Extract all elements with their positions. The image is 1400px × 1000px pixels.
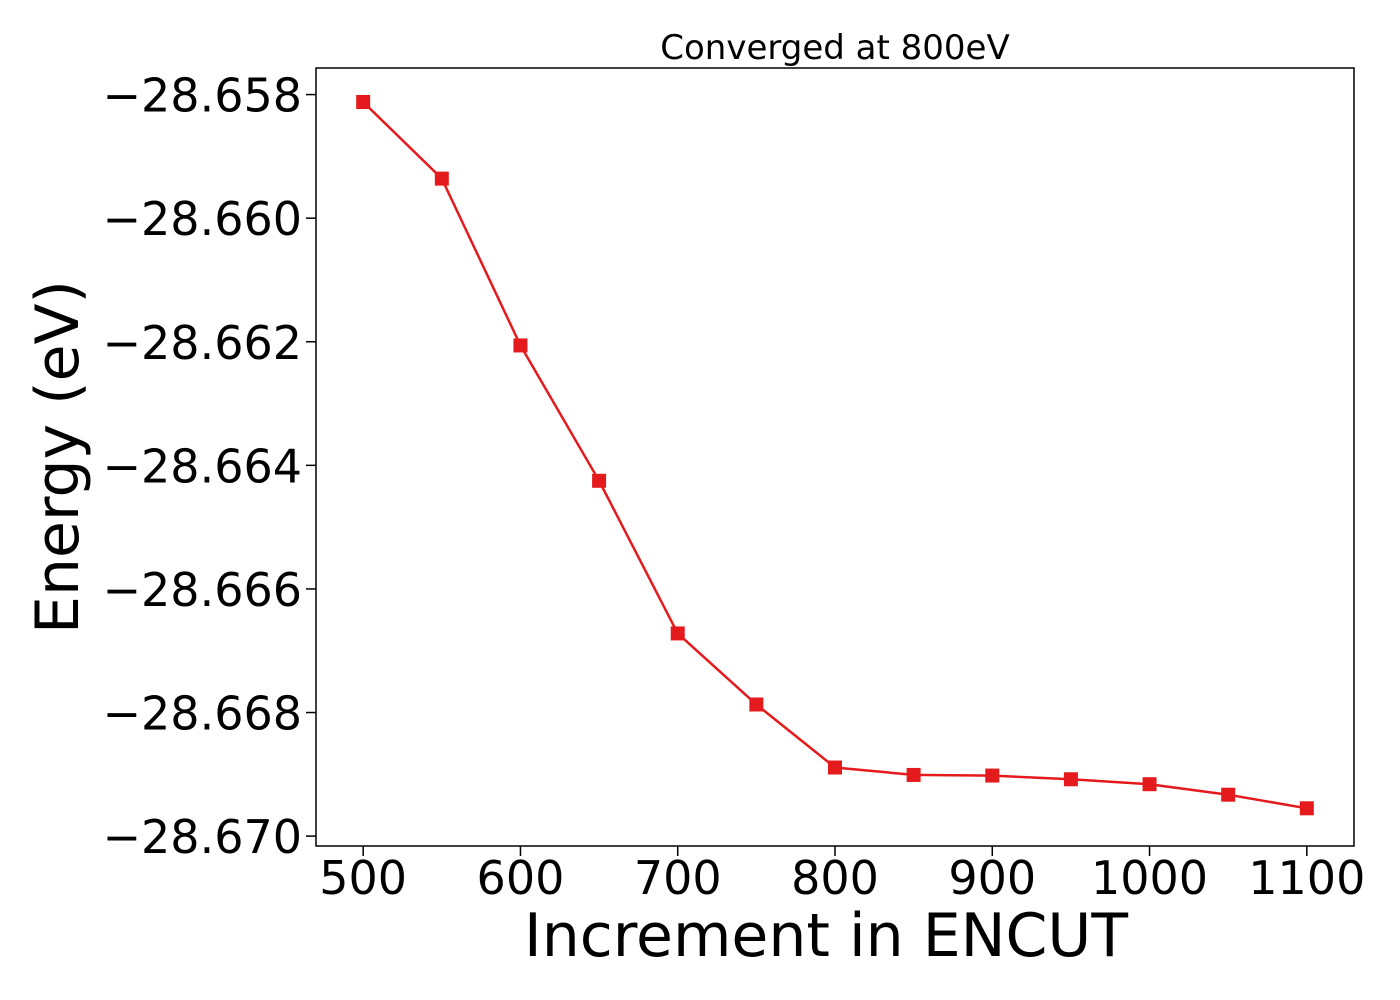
y-tick-label: −28.668: [103, 687, 303, 741]
data-point: [828, 760, 842, 775]
x-tick-label: 700: [634, 851, 722, 905]
chart-title: Converged at 800eV: [660, 28, 1009, 68]
data-point: [985, 768, 1000, 783]
series-layer: [356, 94, 1314, 816]
x-tick-label: 600: [477, 851, 565, 905]
y-tick-label: −28.666: [103, 563, 303, 617]
data-point: [1063, 772, 1078, 787]
data-point: [1299, 801, 1314, 816]
x-tick-label: 1100: [1248, 851, 1365, 905]
y-tick-label: −28.662: [103, 316, 303, 370]
data-point: [1142, 777, 1157, 792]
y-tick-label: −28.660: [103, 192, 303, 246]
y-tick-label: −28.658: [103, 69, 303, 123]
y-axis: −28.658 −28.660 −28.662 −28.664 −28.666 −28.6…: [103, 69, 316, 864]
x-tick-label: 800: [791, 851, 879, 905]
y-tick-label: −28.664: [103, 439, 303, 493]
x-axis-label: Increment in ENCUT: [524, 901, 1128, 971]
data-point: [670, 626, 685, 641]
y-tick-label: −28.670: [103, 810, 303, 864]
data-point: [356, 94, 371, 109]
x-tick-label: 900: [948, 851, 1036, 905]
data-point: [1221, 787, 1236, 802]
y-axis-label: Energy (eV): [23, 280, 93, 634]
data-point: [434, 171, 449, 186]
data-point: [592, 473, 607, 488]
x-tick-label: 500: [319, 851, 407, 905]
x-axis: 500 600 700 800 900 1000 1100: [319, 846, 1365, 905]
plot-area: [315, 67, 1355, 847]
data-point: [906, 767, 921, 782]
data-point: [513, 338, 528, 353]
x-tick-label: 1000: [1091, 851, 1208, 905]
data-point: [749, 697, 764, 712]
